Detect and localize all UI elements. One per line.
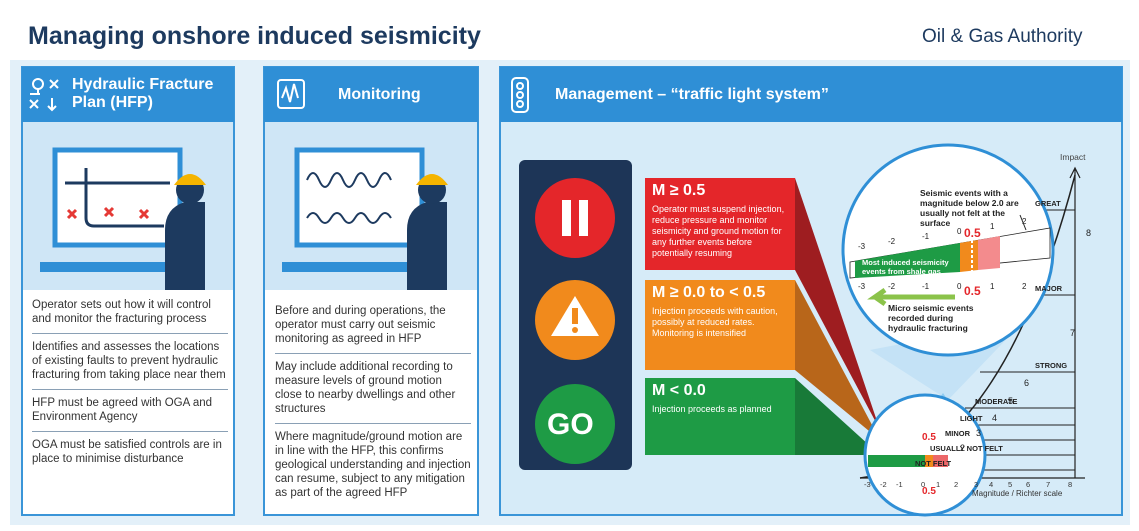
icon [572,308,578,324]
axis-tick: 7 [1046,480,1050,489]
axis-label: Magnitude / Richter scale [972,489,1062,498]
zoom-tick: -2 [888,237,895,246]
zoom-tick: 1 [990,282,994,291]
zoom-tick: -3 [858,282,865,291]
icon [572,327,578,333]
threshold-label: 0.5 [922,432,936,443]
item: Identifies and assesses the locations of… [32,334,228,390]
item: Where magnitude/ground motion are in lin… [275,424,471,507]
band-label: NOT FELT [915,459,951,468]
item: Before and during operations, the operat… [275,298,471,354]
axis-tick: -1 [896,480,903,489]
level-text: Injection proceeds with caution, possibl… [652,306,790,339]
level-heading: M ≥ 0.5 [652,182,790,200]
item: HFP must be agreed with OGA and Environm… [32,390,228,432]
org-name: Oil & Gas Authority [922,26,1083,48]
zoom-tick: 0 [957,227,961,236]
zoom-tick: -1 [922,282,929,291]
level-text: Operator must suspend injection, reduce … [652,204,790,259]
axis-tick: 5 [1008,480,1012,489]
axis-tick: 2 [954,480,958,489]
item: May include additional recording to meas… [275,354,471,424]
axis-tick: 4 [989,480,993,489]
item-list: Operator sets out how it will control an… [32,292,228,473]
axis-tick: 3 [974,480,978,489]
zoom-note: Seismic events with a magnitude below 2.… [920,188,1020,228]
band-label: USUALLY NOT FELT [930,444,1003,453]
signal-red [535,178,615,258]
band-label: MAJOR [1035,284,1062,293]
item: OGA must be satisfied controls are in pl… [32,432,228,473]
axis-tick: 6 [1026,480,1030,489]
curve-tick: 2 [960,443,965,453]
panel-title: Monitoring [338,86,421,104]
level-text: Injection proceeds as planned [652,404,790,415]
zoom-tick: -3 [858,242,865,251]
zoom-tick: -1 [922,232,929,241]
zoom-threshold: 0.5 [964,284,981,298]
curve-tick: 5 [1008,396,1013,406]
item-list: Before and during operations, the operat… [275,298,471,507]
page: Managing onshore induced seismicity Oil … [0,0,1139,531]
go-label: GO [547,408,594,442]
level-heading: M ≥ 0.0 to < 0.5 [652,284,790,302]
axis-tick: -3 [864,480,871,489]
level: M ≥ 0.0 to < 0.5 Injection proceeds with … [652,284,790,339]
band-label: MINOR [945,429,970,438]
illustration [40,150,206,290]
threshold-label: 0.5 [922,486,936,497]
icon [579,200,588,236]
zoom-tick: 0 [957,282,961,291]
axis-tick: -2 [880,480,887,489]
level: M < 0.0 Injection proceeds as planned [652,382,790,415]
level: M ≥ 0.5 Operator must suspend injection, … [652,182,790,259]
band-label: GREAT [1035,199,1061,208]
band-label: STRONG [1035,361,1067,370]
icon [562,200,571,236]
panel-title: Hydraulic Fracture Plan (HFP) [72,76,232,112]
axis-tick: 1 [936,480,940,489]
panel-title: Management – “traffic light system” [555,86,829,104]
zoom-tick: 1 [990,222,994,231]
title: Managing onshore induced seismicity [28,22,481,51]
zoom-threshold: 0.5 [964,226,981,240]
zoom-tick: -2 [888,282,895,291]
illustration [282,150,448,290]
zoom-red [978,236,1000,270]
curve-tick: 4 [992,413,997,423]
zoom-orange [960,240,978,272]
axis-tick: 8 [1068,480,1072,489]
zoom-band-label: Most induced seismicity events from shal… [862,258,962,276]
curve-tick: 6 [1024,378,1029,388]
zoom-tick: 2 [1022,282,1026,291]
curve-tick: 3 [976,428,981,438]
level-heading: M < 0.0 [652,382,790,400]
item: Operator sets out how it will control an… [32,292,228,334]
zoom-tick: 2 [1022,217,1026,226]
curve-tick: 7 [1070,328,1075,338]
impact-label: Impact [1060,152,1086,162]
zoom-micro-label: Micro seismic events recorded during hyd… [888,303,983,333]
curve-tick: 8 [1086,228,1091,238]
band-label: LIGHT [960,414,983,423]
